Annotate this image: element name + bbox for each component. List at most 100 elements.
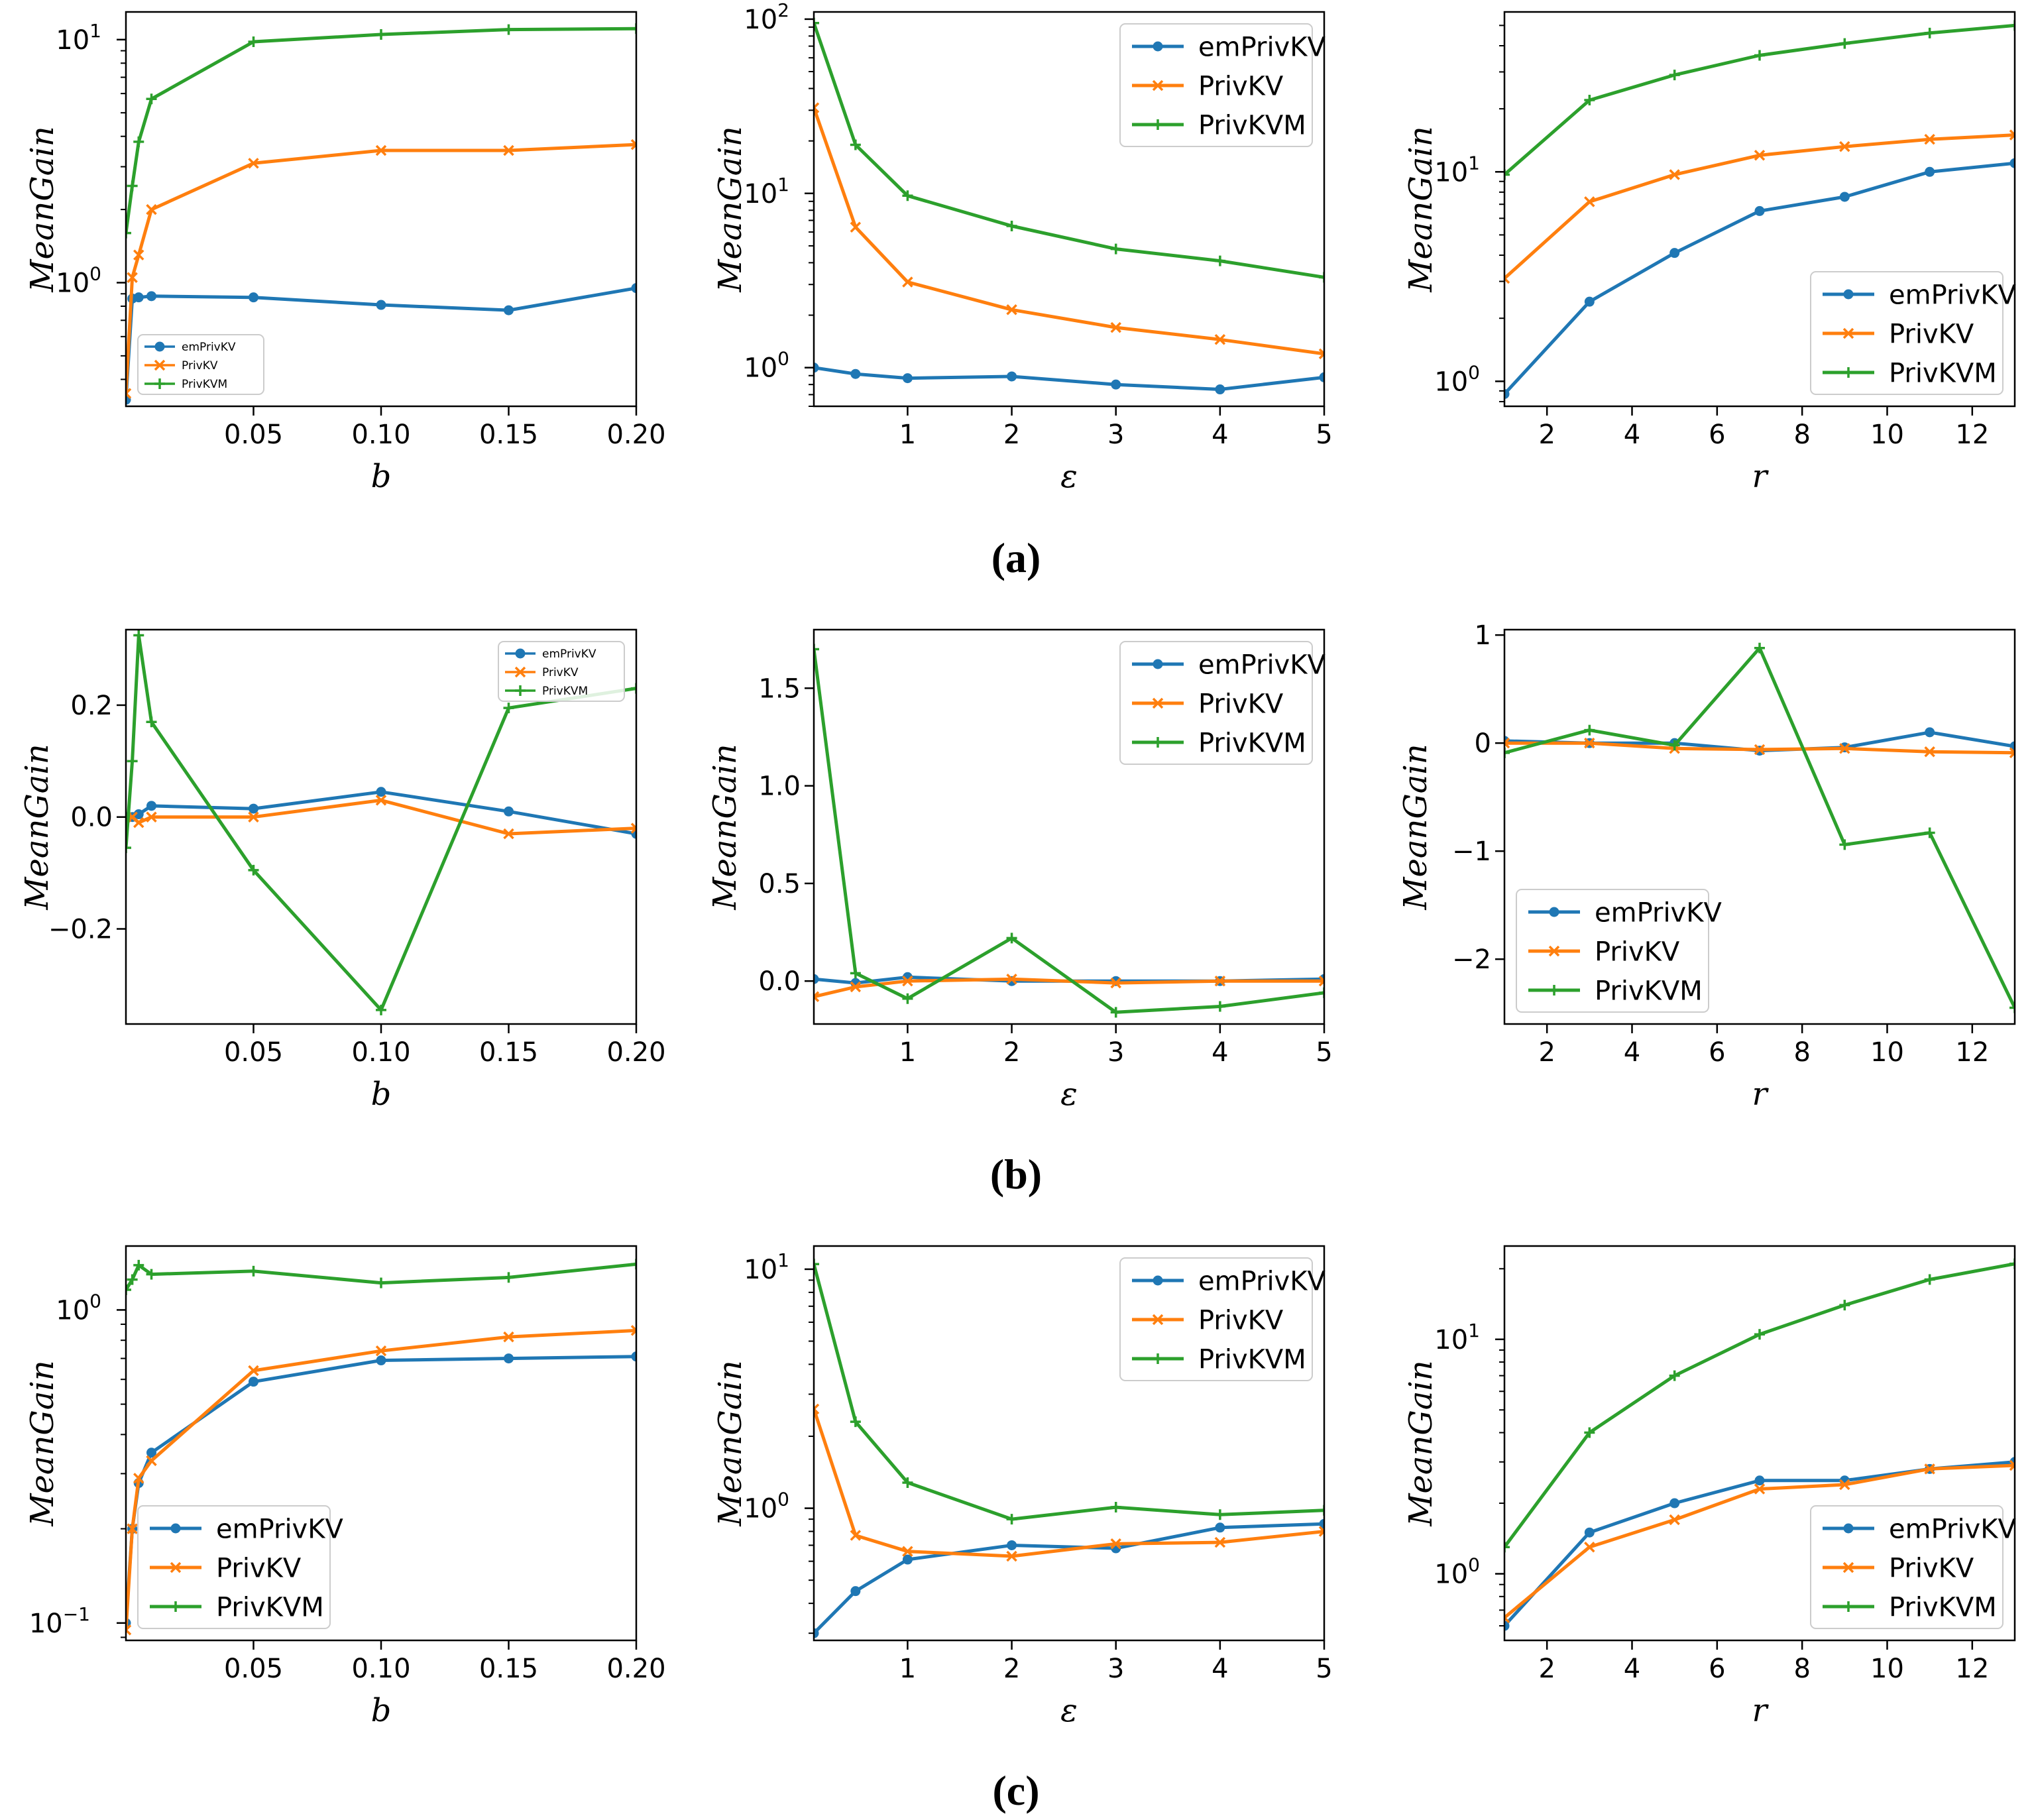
data-point-emPrivKV <box>1215 1522 1225 1533</box>
legend-label-emPrivKV: emPrivKV <box>1889 1514 2016 1544</box>
x-tick-label: 12 <box>1955 1037 1989 1068</box>
data-point-PrivKVM <box>1924 27 1935 38</box>
legend-label-PrivKVM: PrivKVM <box>1889 358 1997 388</box>
y-tick-label: −0.2 <box>48 915 113 945</box>
x-tick-label: 0.10 <box>351 420 410 450</box>
y-axis-label: MeanGain <box>1402 126 1439 292</box>
legend-label-PrivKV: PrivKV <box>1595 937 1680 967</box>
data-point-PrivKVM <box>248 864 259 876</box>
legend-label-PrivKV: PrivKV <box>1198 71 1284 101</box>
data-point-PrivKVM <box>133 1259 144 1271</box>
data-point-PrivKVM <box>503 1272 514 1283</box>
data-point-emPrivKV <box>1925 727 1935 738</box>
data-point-PrivKV <box>146 1455 157 1467</box>
x-tick-label: 12 <box>1955 420 1989 450</box>
data-point-PrivKV <box>630 139 636 150</box>
y-axis-label: MeanGain <box>19 744 56 910</box>
x-tick-label: 3 <box>1107 420 1124 450</box>
x-tick-label: 0.05 <box>224 1654 283 1684</box>
x-tick-label: 12 <box>1955 1654 1989 1684</box>
legend-marker-emPrivKV <box>1843 1523 1854 1534</box>
legend-marker-emPrivKV <box>1153 659 1163 669</box>
y-axis-label: MeanGain <box>24 1360 61 1526</box>
data-point-PrivKVM <box>1214 255 1225 266</box>
legend: emPrivKV PrivKV PrivKVM <box>1119 23 1326 147</box>
data-point-PrivKV <box>375 1345 387 1357</box>
data-point-emPrivKV <box>1111 379 1121 390</box>
legend: emPrivKV PrivKV PrivKVM <box>1810 271 2016 395</box>
data-point-PrivKV <box>1214 334 1226 345</box>
y-tick-exponent: 1 <box>1468 1320 1480 1341</box>
data-point-PrivKVM <box>127 180 138 192</box>
data-point-PrivKV <box>1110 1538 1121 1550</box>
data-point-PrivKV <box>1924 746 1935 758</box>
data-point-emPrivKV <box>504 305 514 315</box>
data-point-PrivKV <box>902 1546 913 1557</box>
data-point-PrivKV <box>1584 196 1595 207</box>
legend-box <box>137 334 264 395</box>
legend-marker-PrivKVM <box>154 378 165 389</box>
y-tick-exponent: 1 <box>89 20 101 42</box>
x-axis-label: ε <box>1060 1076 1078 1113</box>
data-point-PrivKVM <box>1839 1300 1850 1311</box>
y-tick-label: 100 <box>744 348 789 384</box>
data-point-PrivKVM <box>631 23 636 34</box>
y-tick-label: −1 <box>1452 836 1491 867</box>
legend: emPrivKV PrivKV PrivKVM <box>1119 1257 1326 1381</box>
data-point-emPrivKV <box>146 291 156 302</box>
chart-b-eps: 0.0 0.5 1.0 1.5 1 2 3 4 5 ε MeanGain emPrivKV PrivKV… <box>706 628 1333 1113</box>
data-point-PrivKVM <box>146 1269 157 1280</box>
data-point-PrivKV <box>1839 1479 1850 1491</box>
data-point-emPrivKV <box>376 300 386 310</box>
x-tick-label: 0.20 <box>606 1037 665 1068</box>
legend-label-PrivKVM: PrivKVM <box>1198 1344 1306 1375</box>
legend-marker-PrivKV <box>1548 945 1560 957</box>
data-point-PrivKVM <box>2009 20 2015 31</box>
y-tick-exponent: 1 <box>1468 152 1480 174</box>
data-point-PrivKVM <box>631 683 636 694</box>
legend-label-emPrivKV: emPrivKV <box>1198 650 1326 680</box>
y-tick-label: 0.0 <box>758 966 801 997</box>
x-tick-label: 2 <box>1538 1654 1555 1684</box>
x-tick-label: 5 <box>1316 1654 1332 1684</box>
data-point-PrivKV <box>1006 304 1017 315</box>
y-tick-exponent: 1 <box>777 1249 789 1271</box>
y-tick-label: 100 <box>56 1290 101 1326</box>
data-point-emPrivKV <box>1925 166 1935 177</box>
data-point-PrivKVM <box>503 703 514 714</box>
data-point-PrivKV <box>503 1331 514 1343</box>
y-tick-exponent: 0 <box>1468 1554 1480 1576</box>
data-point-PrivKVM <box>503 24 514 35</box>
data-point-PrivKVM <box>1110 1007 1121 1018</box>
data-point-PrivKVM <box>814 1259 819 1270</box>
x-axis-label: b <box>371 1692 392 1729</box>
legend-label-PrivKVM: PrivKVM <box>216 1592 324 1622</box>
x-tick-label: 0.10 <box>351 1037 410 1068</box>
legend: emPrivKV PrivKV PrivKVM <box>1119 641 1326 765</box>
x-tick-label: 6 <box>1709 1037 1725 1068</box>
data-point-PrivKV <box>248 158 259 169</box>
x-tick-label: 0.20 <box>606 1654 665 1684</box>
legend-marker-PrivKVM <box>1549 985 1559 995</box>
x-tick-label: 10 <box>1870 1037 1904 1068</box>
data-point-PrivKV <box>133 249 144 260</box>
data-point-PrivKV <box>126 1624 132 1636</box>
data-point-PrivKV <box>503 144 514 156</box>
data-point-emPrivKV <box>850 1586 861 1597</box>
data-point-PrivKVM <box>1669 740 1680 751</box>
y-tick-label: 101 <box>744 1249 789 1285</box>
y-axis-label: MeanGain <box>24 126 61 292</box>
data-point-PrivKVM <box>126 227 131 239</box>
y-tick-exponent: 0 <box>89 262 101 284</box>
data-point-emPrivKV <box>146 801 156 811</box>
data-point-emPrivKV <box>1669 248 1680 258</box>
data-point-PrivKVM <box>1319 987 1324 998</box>
data-point-PrivKV <box>248 811 259 823</box>
y-tick-exponent: 1 <box>777 174 789 196</box>
data-point-PrivKV <box>126 388 132 399</box>
plot-area <box>814 1259 1324 1638</box>
x-tick-label: 0.20 <box>606 420 665 450</box>
chart-c-b: 10−1 100 0.05 0.10 0.15 0.20 b MeanGain emPrivKV… <box>24 1245 666 1729</box>
